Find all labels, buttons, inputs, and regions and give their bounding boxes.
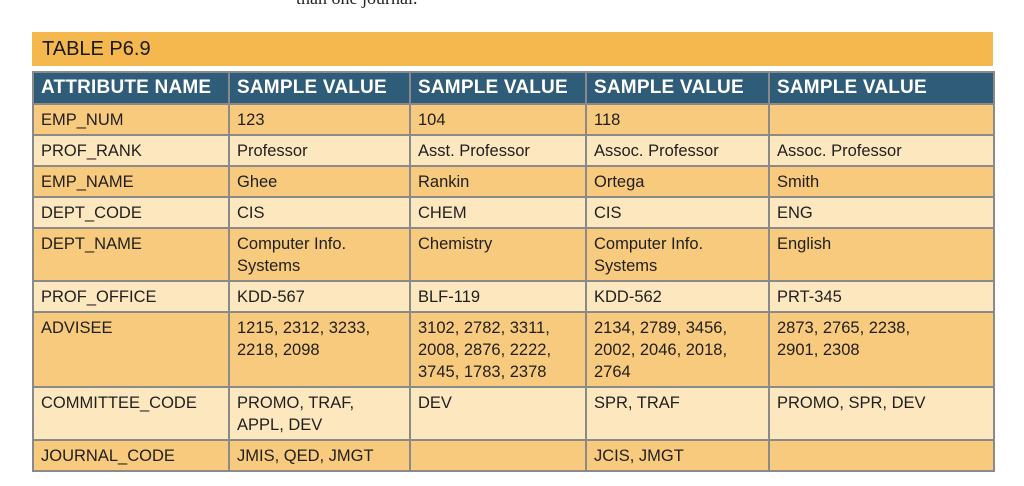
sample-value-cell: Ghee — [228, 165, 411, 198]
sample-value-cell: KDD-562 — [585, 280, 770, 313]
table-row: COMMITTEE_CODE PROMO, TRAF, APPL, DEV DE… — [32, 386, 995, 441]
sample-value-cell: CIS — [228, 196, 411, 229]
header-sample-value-2: SAMPLE VALUE — [409, 71, 587, 105]
sample-value-cell: Ortega — [585, 165, 770, 198]
attribute-name-cell: EMP_NAME — [32, 165, 230, 198]
header-sample-value-1: SAMPLE VALUE — [228, 71, 411, 105]
header-sample-value-4: SAMPLE VALUE — [768, 71, 995, 105]
attribute-name-cell: DEPT_NAME — [32, 227, 230, 282]
table-row: EMP_NAME Ghee Rankin Ortega Smith — [32, 165, 995, 198]
table-row: DEPT_NAME Computer Info. Systems Chemist… — [32, 227, 995, 282]
attribute-name-cell: DEPT_CODE — [32, 196, 230, 229]
attribute-name-cell: PROF_RANK — [32, 134, 230, 167]
sample-value-cell — [768, 103, 995, 136]
sample-value-cell: DEV — [409, 386, 587, 441]
table-row: PROF_RANK Professor Asst. Professor Asso… — [32, 134, 995, 167]
sample-value-cell: JMIS, QED, JMGT — [228, 439, 411, 472]
sample-value-cell: Professor — [228, 134, 411, 167]
table-row: DEPT_CODE CIS CHEM CIS ENG — [32, 196, 995, 229]
sample-value-cell: Smith — [768, 165, 995, 198]
sample-value-cell: Computer Info. Systems — [228, 227, 411, 282]
sample-value-cell: PROMO, TRAF, APPL, DEV — [228, 386, 411, 441]
sample-value-cell: English — [768, 227, 995, 282]
table-row: JOURNAL_CODE JMIS, QED, JMGT JCIS, JMGT — [32, 439, 995, 472]
sample-value-cell: PROMO, SPR, DEV — [768, 386, 995, 441]
sample-value-cell: 1215, 2312, 3233, 2218, 2098 — [228, 311, 411, 388]
sample-value-cell: Rankin — [409, 165, 587, 198]
attribute-name-cell: ADVISEE — [32, 311, 230, 388]
sample-value-cell — [768, 439, 995, 472]
table-row: PROF_OFFICE KDD-567 BLF-119 KDD-562 PRT-… — [32, 280, 995, 313]
attribute-name-cell: COMMITTEE_CODE — [32, 386, 230, 441]
sample-value-cell: 2134, 2789, 3456, 2002, 2046, 2018, 2764 — [585, 311, 770, 388]
sample-value-cell: 123 — [228, 103, 411, 136]
attribute-name-cell: JOURNAL_CODE — [32, 439, 230, 472]
sample-value-cell: Assoc. Professor — [768, 134, 995, 167]
sample-values-table: ATTRIBUTE NAME SAMPLE VALUE SAMPLE VALUE… — [32, 71, 995, 472]
sample-value-cell: SPR, TRAF — [585, 386, 770, 441]
table-title: TABLE P6.9 — [32, 32, 993, 66]
sample-value-cell: 104 — [409, 103, 587, 136]
attribute-name-cell: EMP_NUM — [32, 103, 230, 136]
table-header-row: ATTRIBUTE NAME SAMPLE VALUE SAMPLE VALUE… — [32, 71, 995, 105]
attribute-name-cell: PROF_OFFICE — [32, 280, 230, 313]
sample-value-cell: 118 — [585, 103, 770, 136]
preceding-text-fragment: than one journal. — [296, 0, 417, 9]
sample-value-cell: ENG — [768, 196, 995, 229]
table-row: ADVISEE 1215, 2312, 3233, 2218, 2098 310… — [32, 311, 995, 388]
sample-value-cell — [409, 439, 587, 472]
sample-value-cell: CIS — [585, 196, 770, 229]
sample-value-cell: PRT-345 — [768, 280, 995, 313]
table-row: EMP_NUM 123 104 118 — [32, 103, 995, 136]
sample-value-cell: JCIS, JMGT — [585, 439, 770, 472]
sample-value-cell: CHEM — [409, 196, 587, 229]
sample-value-cell: Assoc. Professor — [585, 134, 770, 167]
sample-value-cell: BLF-119 — [409, 280, 587, 313]
header-attribute-name: ATTRIBUTE NAME — [32, 71, 230, 105]
sample-value-cell: Chemistry — [409, 227, 587, 282]
sample-value-cell: 2873, 2765, 2238, 2901, 2308 — [768, 311, 995, 388]
sample-value-cell: Asst. Professor — [409, 134, 587, 167]
sample-value-cell: Computer Info. Systems — [585, 227, 770, 282]
header-sample-value-3: SAMPLE VALUE — [585, 71, 770, 105]
sample-value-cell: KDD-567 — [228, 280, 411, 313]
sample-value-cell: 3102, 2782, 3311, 2008, 2876, 2222, 3745… — [409, 311, 587, 388]
